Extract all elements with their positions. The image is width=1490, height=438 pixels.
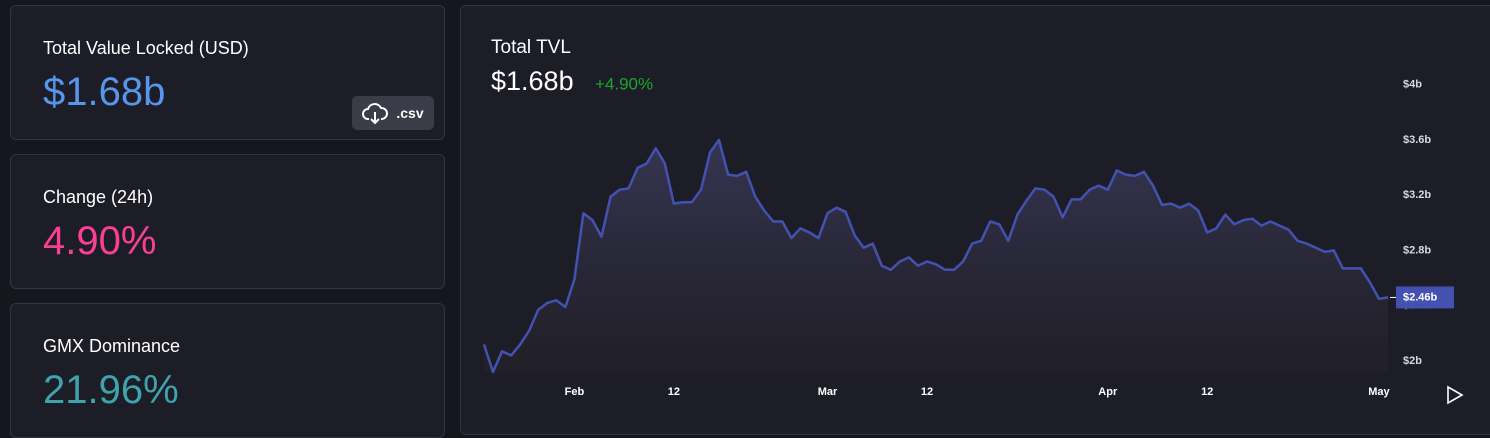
dominance-card: GMX Dominance 21.96% bbox=[10, 303, 445, 438]
last-value-box bbox=[1396, 286, 1454, 309]
x-tick-label: 12 bbox=[921, 386, 933, 398]
change-value: +4.90% bbox=[595, 74, 653, 93]
card-label: Change (24h) bbox=[43, 187, 154, 207]
card-value: 4.90% bbox=[43, 219, 157, 263]
y-tick-label: $2b bbox=[1403, 355, 1422, 367]
card-label: GMX Dominance bbox=[43, 336, 181, 356]
last-value-label: $2.46b bbox=[1403, 291, 1438, 303]
y-tick-label: $3.2b bbox=[1403, 189, 1431, 201]
cloud-download-icon bbox=[362, 103, 389, 125]
card-label: Total Value Locked (USD) bbox=[43, 38, 249, 58]
y-tick-label: $3.6b bbox=[1403, 134, 1431, 146]
area bbox=[484, 140, 1388, 372]
line bbox=[482, 138, 1389, 374]
play-button[interactable] bbox=[1447, 385, 1464, 405]
x-tick-label: 12 bbox=[1201, 386, 1213, 398]
y-tick-label: $2.8b bbox=[1403, 244, 1431, 256]
x-tick-label: May bbox=[1368, 386, 1390, 398]
x-tick-label: Feb bbox=[565, 386, 585, 398]
x-tick-label: 12 bbox=[668, 386, 680, 398]
x-tick-label: Mar bbox=[818, 386, 838, 398]
csv-label: .csv bbox=[396, 105, 424, 121]
page: {"cards": [ {"label": "Total Value Locke… bbox=[10, 5, 1490, 438]
csv-button[interactable]: .csv bbox=[352, 96, 434, 130]
chart-title: Total TVL bbox=[491, 37, 571, 58]
card-value: 21.96% bbox=[43, 368, 179, 412]
tvl-card: Total Value Locked (USD) $1.68b .csv bbox=[10, 5, 445, 140]
y-tick-label: $4b bbox=[1403, 79, 1422, 91]
x-tick-label: Apr bbox=[1098, 386, 1118, 398]
chart: Total TVL $1.68b +4.90% $2b$2.4b$2.8b$3.… bbox=[482, 37, 1464, 405]
chart-panel: Total TVL $1.68b +4.90% $2b$2.4b$2.8b$3.… bbox=[460, 5, 1490, 435]
change-card: Change (24h) 4.90% bbox=[10, 154, 445, 289]
card-value: $1.68b bbox=[43, 70, 166, 114]
headline-value: $1.68b bbox=[491, 66, 574, 96]
